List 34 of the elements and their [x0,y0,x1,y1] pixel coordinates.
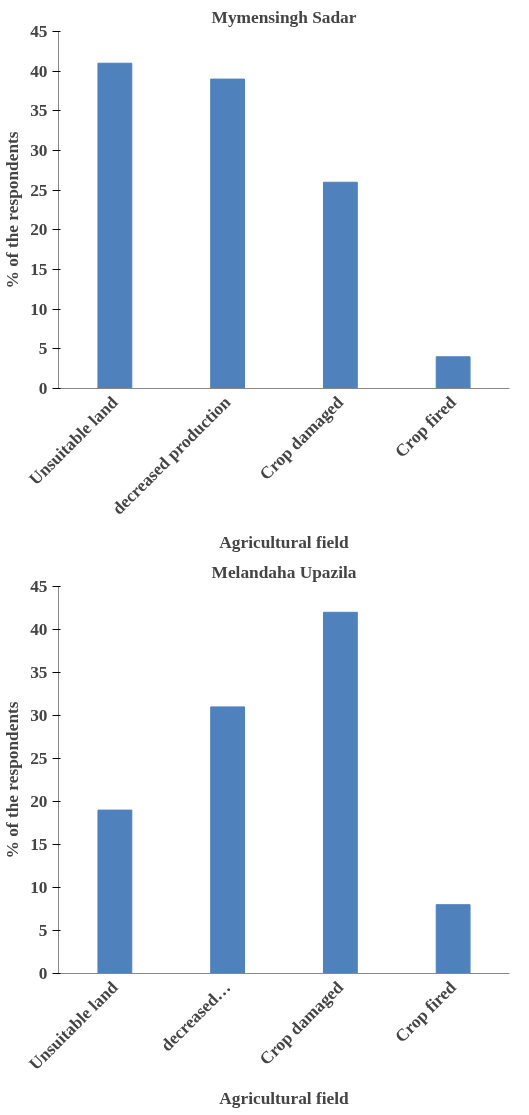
bar [322,611,358,974]
y-tick-label: 40 [30,620,48,639]
y-tick-label: 40 [30,61,48,81]
y-tick-label: 0 [38,964,48,983]
bar [97,62,133,389]
bar [210,706,246,974]
chart-title: Melandaha Upazila [211,562,357,582]
y-tick-label: 30 [30,141,48,160]
y-tick-label: 5 [38,921,48,940]
y-tick-label: 15 [30,260,48,279]
chart-title: Mymensingh Sadar [211,7,357,27]
x-axis-title: Agricultural field [219,533,350,553]
y-tick-label: 30 [30,706,48,725]
y-tick-label: 0 [38,379,48,398]
y-tick-label: 15 [30,835,48,854]
bar [97,809,133,974]
y-axis-title: % of the respondents [3,701,23,859]
bar [322,181,358,389]
x-axis-title: Agricultural field [219,1088,350,1108]
y-tick-label: 20 [30,220,48,240]
bar [435,904,471,974]
bar [210,78,246,389]
y-tick-label: 5 [38,339,48,359]
y-tick-label: 35 [30,101,48,121]
y-tick-label: 45 [30,22,48,41]
y-tick-label: 25 [30,180,48,200]
y-tick-label: 10 [30,299,48,319]
y-tick-label: 35 [30,663,48,682]
y-tick-label: 10 [30,878,48,897]
y-tick-label: 45 [30,577,48,596]
y-tick-label: 25 [30,749,48,768]
y-tick-label: 20 [30,792,48,811]
bar [435,356,471,389]
y-axis-title: % of the respondents [3,131,23,289]
